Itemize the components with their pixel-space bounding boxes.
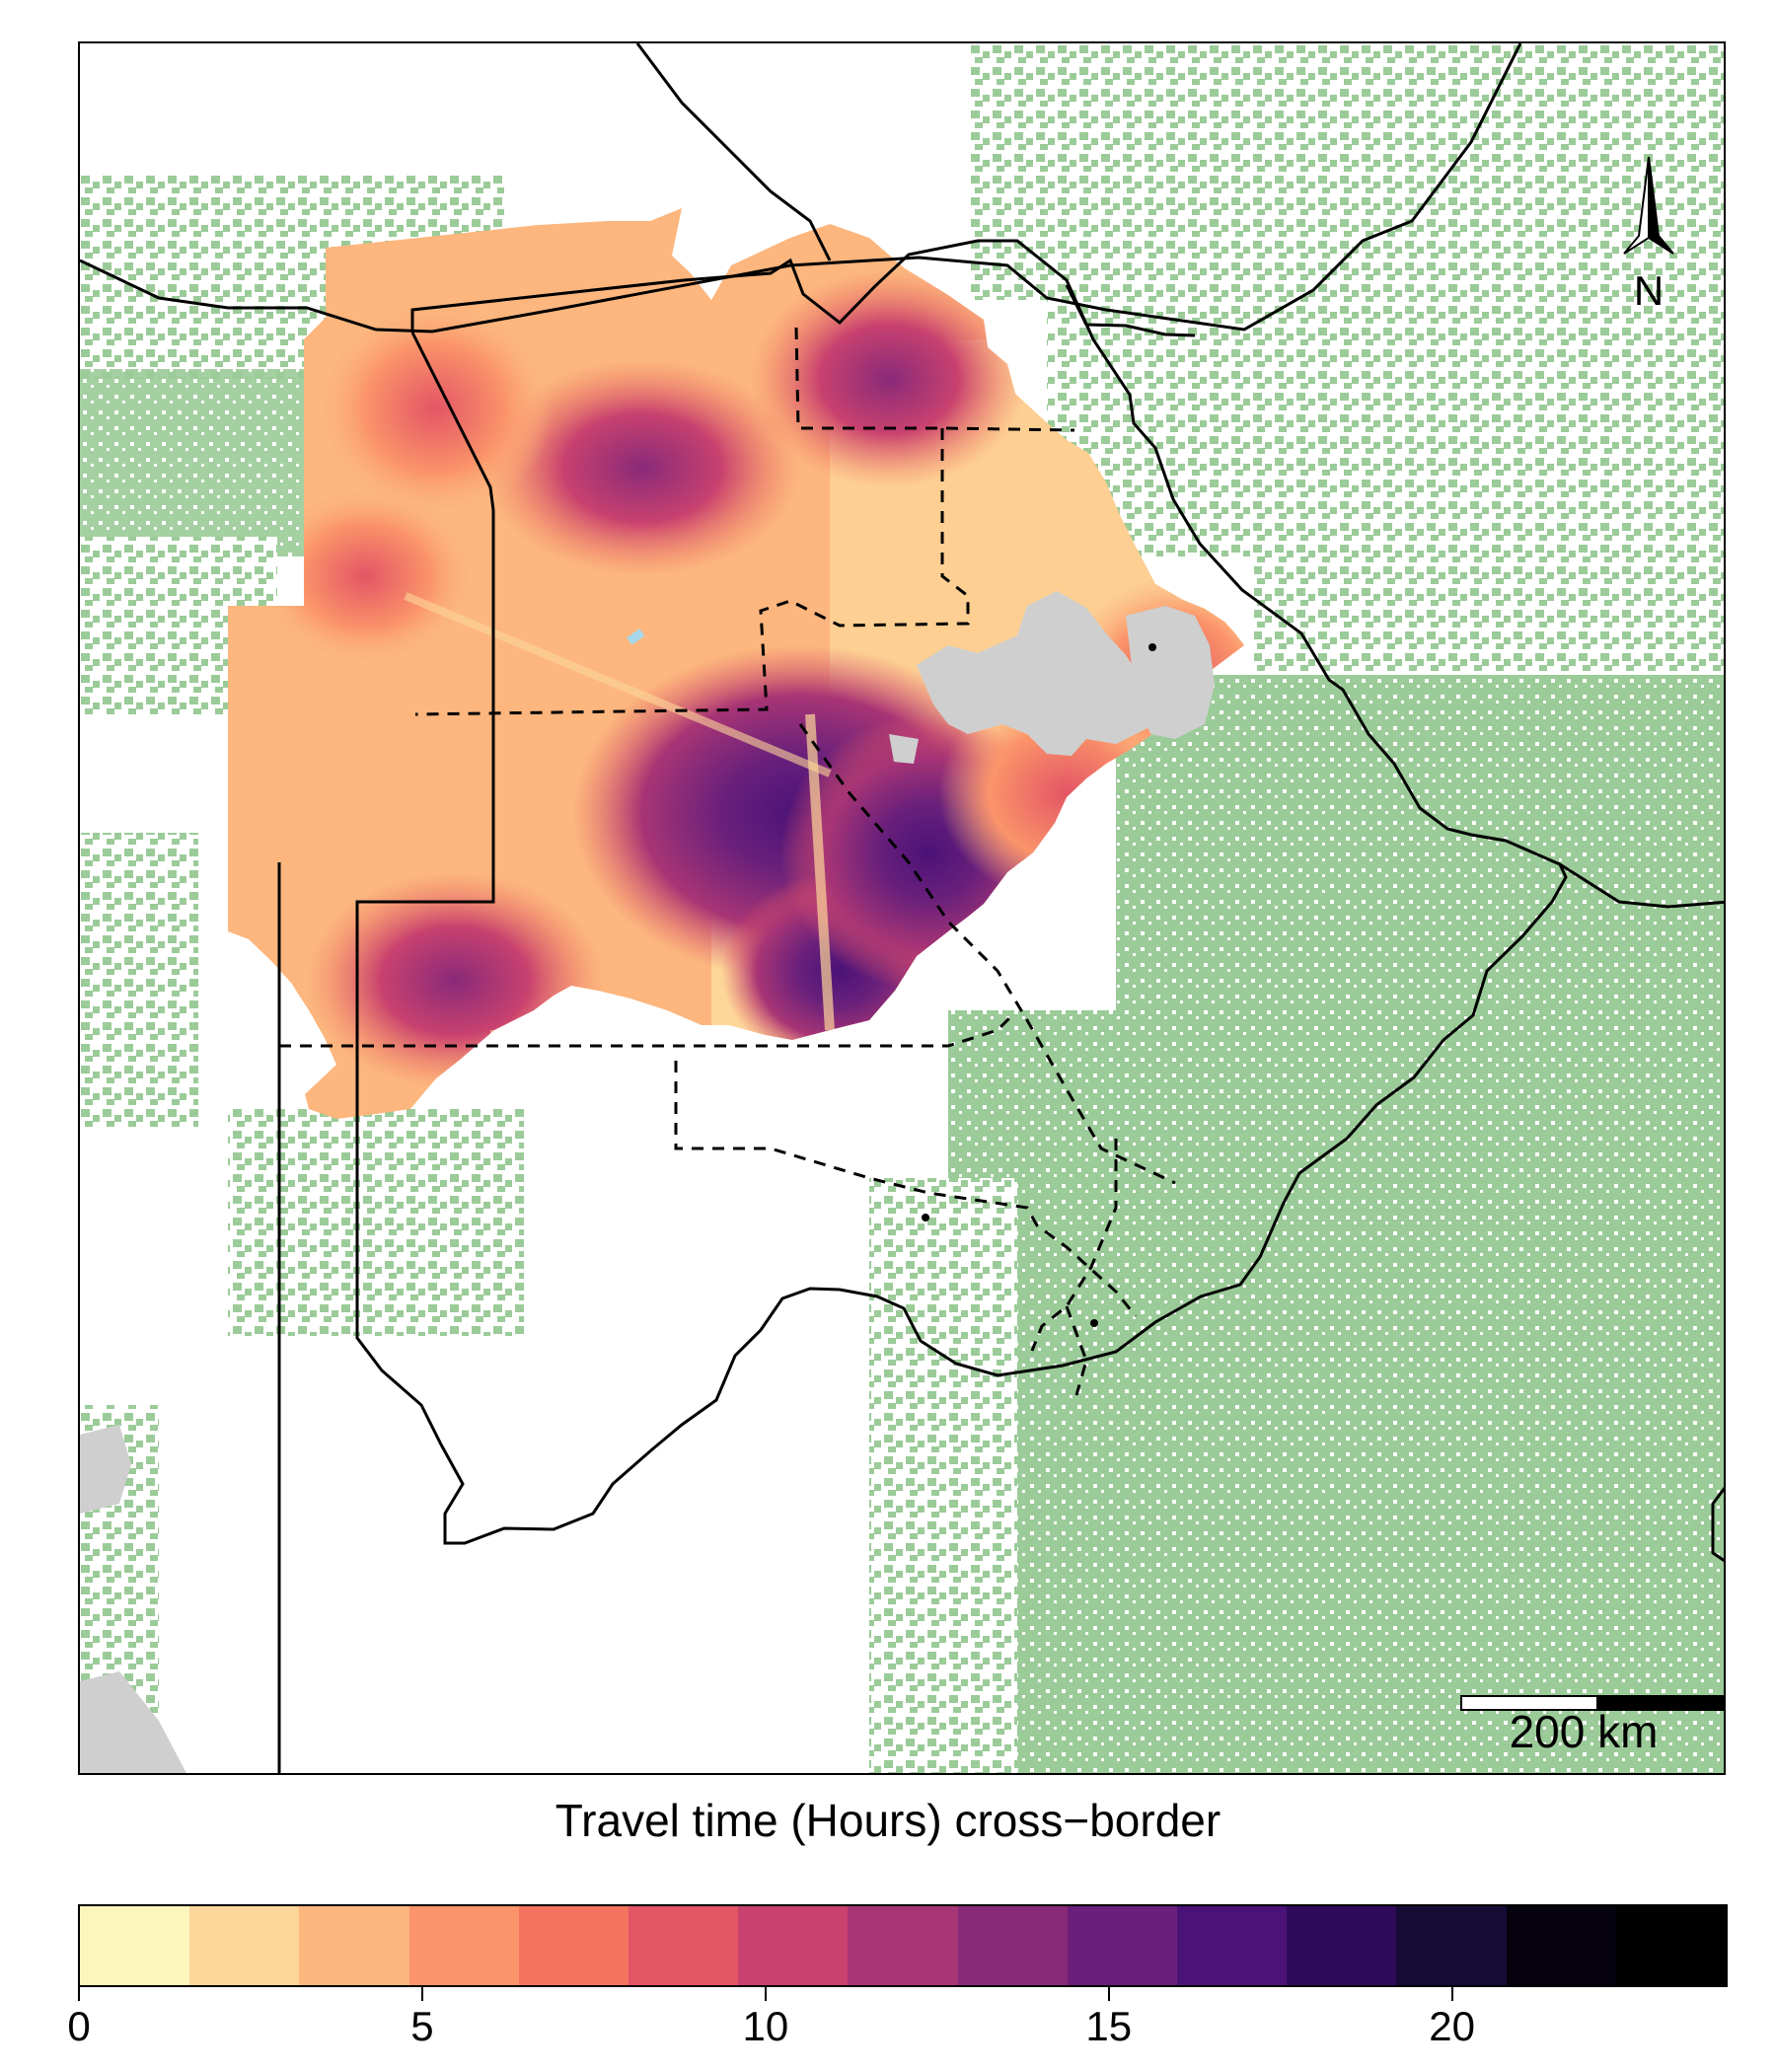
water-patch [80,1425,131,1514]
legend-swatch [1506,1906,1616,1985]
country-border [1065,284,1196,337]
country-border [635,43,832,261]
salt-pans [889,591,1215,764]
map-title: Travel time (Hours) cross−border [555,1795,1221,1846]
legend-tick-label: 10 [742,2003,789,2049]
color-legend [78,1904,1728,1987]
legend-swatch [189,1906,300,1985]
legend-swatch [1396,1906,1507,1985]
country-border [1559,862,1724,909]
country-border [80,43,1522,333]
country-border [355,239,1568,1545]
north-label: N [1634,267,1664,314]
legend-swatch [518,1906,629,1985]
legend-swatch [957,1906,1068,1985]
legend-swatch [738,1906,849,1985]
legend-swatch [629,1906,739,1985]
lake [627,629,645,645]
town-marker [922,1214,929,1221]
town-marker [1148,643,1156,651]
vegetation-layer [80,43,1724,1773]
legend-tick [78,1987,80,2001]
legend-swatch [80,1906,190,1985]
legend-tick-label: 20 [1429,2003,1476,2049]
legend-tick [764,1987,767,2001]
legend-swatch [1287,1906,1397,1985]
country-border [1711,1486,1724,1563]
legend-tick [1107,1987,1110,2001]
travel-time-map: N [80,43,1724,1773]
legend-swatch [848,1906,958,1985]
north-arrow: N [1623,156,1674,314]
legend-tick-label: 15 [1085,2003,1133,2049]
legend-swatch [1177,1906,1288,1985]
scale-bar [1460,1695,1724,1711]
legend-tick [420,1987,423,2001]
legend-tick-label: 0 [67,2003,91,2049]
scale-bar-label: 200 km [1509,1706,1659,1757]
map-panel: N [78,41,1726,1775]
legend-tick-label: 5 [410,2003,434,2049]
district-borders [279,327,1176,1396]
legend-swatch [1615,1906,1727,1985]
water-patch [80,1671,186,1773]
legend-swatch [299,1906,409,1985]
legend-swatch [1067,1906,1178,1985]
town-marker [1090,1319,1098,1327]
legend-swatch [408,1906,519,1985]
legend-tick [1450,1987,1453,2001]
